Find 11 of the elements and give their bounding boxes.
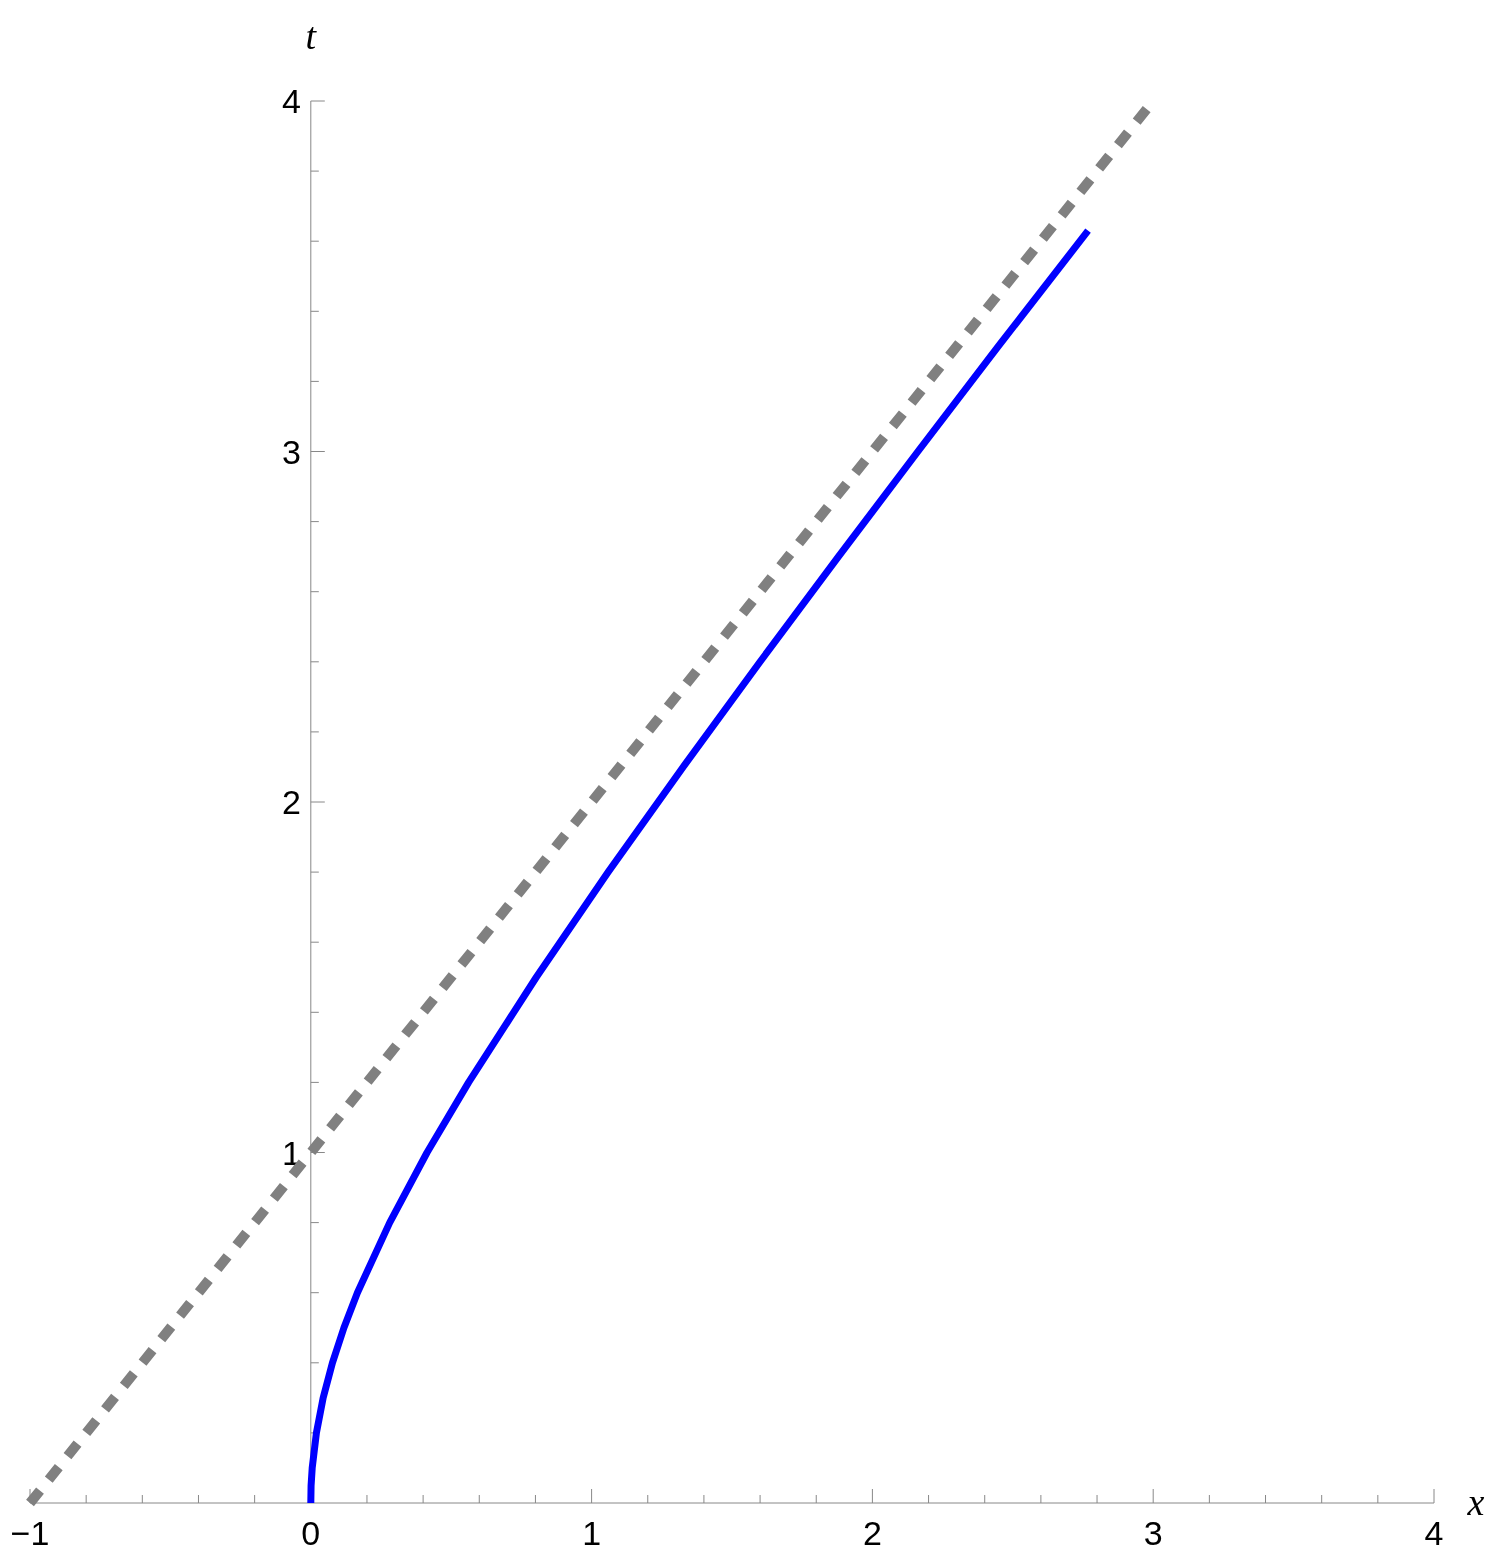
x-tick-label: 2 xyxy=(862,1514,882,1552)
x-tick-label: 1 xyxy=(582,1514,602,1552)
y-axis-title: t xyxy=(305,15,318,57)
y-tick-label: 2 xyxy=(281,783,301,821)
x-tick-label: 3 xyxy=(1143,1514,1163,1552)
y-tick-label: 3 xyxy=(281,432,301,471)
x-tick-label: 0 xyxy=(301,1514,321,1552)
y-tick-label: 4 xyxy=(281,82,301,120)
x-axis-title: x xyxy=(1466,1481,1485,1523)
x-tick-label: −1 xyxy=(10,1514,50,1552)
x-tick-label: 4 xyxy=(1424,1514,1444,1552)
